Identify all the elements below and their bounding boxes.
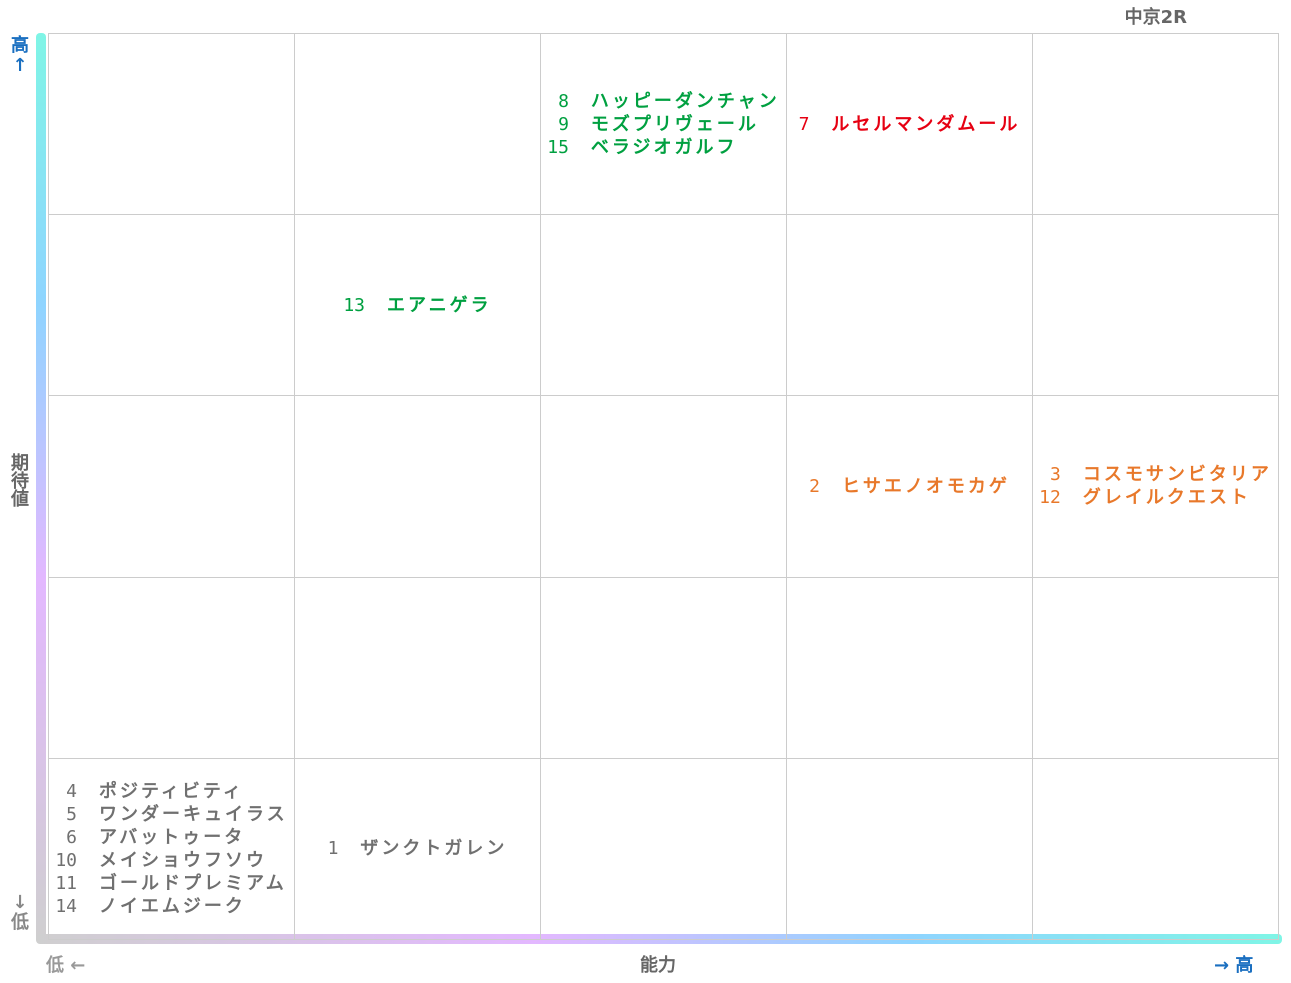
entry-list: 8 ハッピーダンチャン 9 モズプリヴェール 15 ベラジオガルフ xyxy=(547,90,780,159)
entry: 9 モズプリヴェール xyxy=(547,113,780,136)
horse-number: 1 xyxy=(327,838,339,860)
horse-number: 11 xyxy=(55,872,78,894)
horse-name: コスモサンビタリア xyxy=(1082,464,1272,486)
horse-number: 3 xyxy=(1050,464,1061,486)
cell xyxy=(540,215,786,397)
x-high-label: → 高 xyxy=(1214,955,1254,976)
cell xyxy=(786,758,1032,940)
horse-name: ベラジオガルフ xyxy=(590,136,738,158)
entry-list: 13 エアニゲラ xyxy=(343,294,491,317)
entry-list: 3 コスモサンビタリア 12 グレイルクエスト xyxy=(1039,463,1272,509)
horse-number: 5 xyxy=(66,803,78,825)
horse-number: 14 xyxy=(55,895,78,917)
entry-list: 7 ルセルマンダムール xyxy=(799,113,1021,136)
horse-name: エアニゲラ xyxy=(387,294,492,316)
cell xyxy=(786,215,1032,397)
x-low-label: 低 ← xyxy=(46,955,86,976)
cell xyxy=(1032,215,1278,397)
cell xyxy=(540,577,786,759)
race-title: 中京2R xyxy=(1124,7,1187,28)
horse-name: モズプリヴェール xyxy=(590,113,759,135)
cell xyxy=(1032,758,1278,940)
cell xyxy=(1032,577,1278,759)
grid: 8 ハッピーダンチャン 9 モズプリヴェール 15 ベラジオガルフ 7 ルセルマンダムール 13… xyxy=(48,33,1279,940)
cell xyxy=(294,34,540,216)
horse-name: ハッピーダンチャン xyxy=(590,90,780,112)
y-low-label: ↓低 xyxy=(11,892,29,933)
horse-number: 2 xyxy=(809,475,820,497)
entry: 2 ヒサエノオモカゲ xyxy=(809,475,1010,498)
entry: 5 ワンダーキュイラス xyxy=(55,803,287,826)
cell xyxy=(48,396,294,578)
cell xyxy=(48,577,294,759)
cell: 7 ルセルマンダムール xyxy=(786,34,1032,216)
entry: 11 ゴールドプレミアム xyxy=(55,872,287,895)
entry: 6 アバットゥータ xyxy=(55,826,287,849)
y-high-label: 高↑ xyxy=(11,35,29,76)
cell xyxy=(540,396,786,578)
horse-number: 7 xyxy=(798,113,810,135)
horse-number: 8 xyxy=(558,90,569,112)
cell: 3 コスモサンビタリア 12 グレイルクエスト xyxy=(1032,396,1278,578)
entry-list: 4 ポジティビティ 5 ワンダーキュイラス 6 アバットゥータ 10 メイショウフソウ 11 ゴー… xyxy=(55,780,287,918)
entry: 15 ベラジオガルフ xyxy=(547,136,780,159)
horse-number: 15 xyxy=(547,136,569,158)
horse-number: 6 xyxy=(66,826,78,848)
horse-number: 10 xyxy=(55,849,78,871)
horse-number: 4 xyxy=(66,780,78,802)
horse-name: グレイルクエスト xyxy=(1082,487,1251,509)
horse-name: アバットゥータ xyxy=(99,826,246,848)
cell xyxy=(786,577,1032,759)
horse-name: ヒサエノオモカゲ xyxy=(841,475,1010,497)
entry: 4 ポジティビティ xyxy=(55,780,287,803)
entry-list: 1 ザンクトガレン xyxy=(328,837,508,860)
y-axis-bar xyxy=(36,33,46,943)
x-axis-name: 能力 xyxy=(640,955,676,976)
cell xyxy=(294,577,540,759)
cell: 8 ハッピーダンチャン 9 モズプリヴェール 15 ベラジオガルフ xyxy=(540,34,786,216)
entry: 14 ノイエムジーク xyxy=(55,895,287,918)
horse-name: ルセルマンダムール xyxy=(831,113,1021,135)
horse-name: メイショウフソウ xyxy=(99,849,268,871)
horse-number: 12 xyxy=(1039,487,1061,509)
y-axis-name: 期待値 xyxy=(8,453,29,507)
entry: 3 コスモサンビタリア xyxy=(1039,463,1272,486)
entry: 7 ルセルマンダムール xyxy=(799,113,1021,136)
horse-name: ポジティビティ xyxy=(99,780,244,802)
cell xyxy=(48,34,294,216)
cell: 1 ザンクトガレン xyxy=(294,758,540,940)
horse-name: ノイエムジーク xyxy=(99,895,246,917)
horse-name: ザンクトガレン xyxy=(360,838,508,860)
horse-number: 13 xyxy=(343,294,366,316)
horse-name: ワンダーキュイラス xyxy=(99,803,288,825)
cell: 4 ポジティビティ 5 ワンダーキュイラス 6 アバットゥータ 10 メイショウフソウ 11 ゴー… xyxy=(48,758,294,940)
horse-name: ゴールドプレミアム xyxy=(99,872,287,894)
cell xyxy=(540,758,786,940)
cell xyxy=(1032,34,1278,216)
cell: 13 エアニゲラ xyxy=(294,215,540,397)
entry: 10 メイショウフソウ xyxy=(55,849,287,872)
cell xyxy=(48,215,294,397)
entry: 1 ザンクトガレン xyxy=(328,837,508,860)
cell xyxy=(294,396,540,578)
entry-list: 2 ヒサエノオモカゲ xyxy=(809,475,1010,498)
entry: 12 グレイルクエスト xyxy=(1039,486,1272,509)
entry: 13 エアニゲラ xyxy=(343,294,491,317)
cell: 2 ヒサエノオモカゲ xyxy=(786,396,1032,578)
horse-number: 9 xyxy=(558,113,569,135)
entry: 8 ハッピーダンチャン xyxy=(547,90,780,113)
